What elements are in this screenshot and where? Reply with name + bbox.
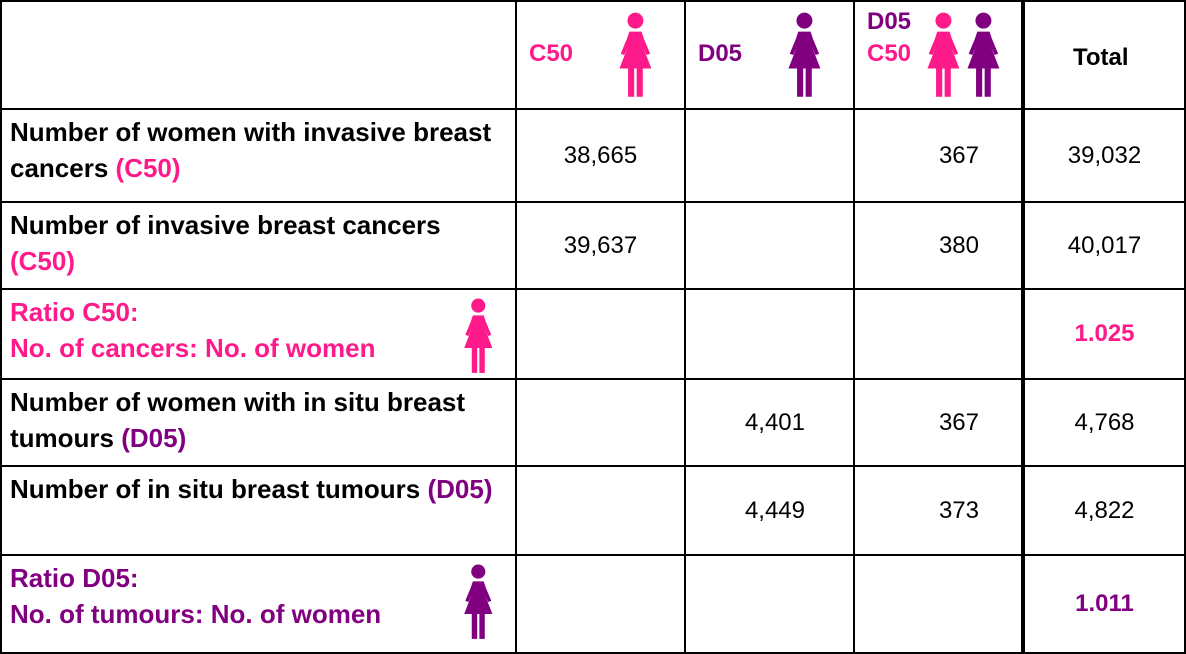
- value-cell: 367: [855, 110, 1025, 203]
- label-text: Number of women with invasive breast can…: [10, 117, 492, 183]
- value-cell: [517, 290, 686, 380]
- cell-value: 4,768: [1074, 408, 1135, 436]
- cell-value: 373: [938, 496, 979, 524]
- cell-value: 40,017: [1067, 231, 1142, 259]
- label-line: Ratio C50:: [10, 297, 139, 327]
- value-cell: 38,665: [517, 110, 686, 203]
- value-cell: 39,032: [1025, 110, 1186, 203]
- row-label-cell: Number of in situ breast tumours (D05): [0, 467, 517, 556]
- row-label: Ratio C50: No. of cancers: No. of women: [2, 290, 515, 366]
- row-label-cell: Number of women with in situ breast tumo…: [0, 380, 517, 467]
- header-cell: Total: [1025, 0, 1186, 110]
- value-cell: [686, 290, 855, 380]
- woman-icon: [965, 12, 1002, 98]
- value-cell: 373: [855, 467, 1025, 556]
- value-cell: 4,822: [1025, 467, 1186, 556]
- value-cell: 1.025: [1025, 290, 1186, 380]
- row-label: Number of in situ breast tumours (D05): [2, 467, 515, 507]
- value-cell: 4,768: [1025, 380, 1186, 467]
- label-line: Ratio D05:: [10, 563, 139, 593]
- value-cell: 40,017: [1025, 203, 1186, 290]
- header-cell: D05: [686, 0, 855, 110]
- label-text: Number of women with in situ breast tumo…: [10, 387, 466, 453]
- value-cell: [686, 556, 855, 654]
- label-code: (C50): [115, 153, 181, 183]
- cell-value: 4,822: [1074, 496, 1135, 524]
- row-label-cell: Number of invasive breast cancers (C50): [0, 203, 517, 290]
- header-label: C50: [529, 40, 574, 67]
- header-label: D05: [698, 40, 743, 67]
- cell-value: 4,449: [744, 496, 805, 524]
- cell-value: 39,032: [1067, 141, 1142, 169]
- header-label: Total: [1073, 44, 1129, 71]
- header-cell: C50: [517, 0, 686, 110]
- value-cell: 367: [855, 380, 1025, 467]
- cell-value: 39,637: [563, 231, 638, 259]
- value-cell: [686, 203, 855, 290]
- woman-icon: [462, 298, 495, 374]
- cell-value: 380: [938, 231, 979, 259]
- row-label: Ratio D05: No. of tumours: No. of women: [2, 556, 515, 632]
- cell-value: 4,401: [744, 408, 805, 436]
- value-cell: [517, 556, 686, 654]
- row-label-cell: Ratio D05: No. of tumours: No. of women: [0, 556, 517, 654]
- value-cell: [855, 556, 1025, 654]
- value-cell: 39,637: [517, 203, 686, 290]
- label-text: Number of invasive breast cancers: [10, 210, 441, 240]
- value-cell: 380: [855, 203, 1025, 290]
- header-cell: D05 C50: [855, 0, 1025, 110]
- label-line: No. of cancers: No. of women: [10, 333, 376, 363]
- value-cell: 1.011: [1025, 556, 1186, 654]
- woman-icon: [462, 564, 495, 640]
- cell-value: 1.011: [1075, 590, 1134, 617]
- woman-icon: [617, 12, 654, 98]
- cell-value: 367: [938, 141, 979, 169]
- label-line: No. of tumours: No. of women: [10, 599, 382, 629]
- cell-value: 38,665: [563, 141, 638, 169]
- row-label: Number of women with invasive breast can…: [2, 110, 515, 186]
- label-text: Number of in situ breast tumours: [10, 474, 428, 504]
- woman-icon: [786, 12, 823, 98]
- label-code: (D05): [427, 474, 493, 504]
- value-cell: [686, 110, 855, 203]
- row-label: Number of women with in situ breast tumo…: [2, 380, 515, 456]
- value-cell: [517, 380, 686, 467]
- row-label-cell: Ratio C50: No. of cancers: No. of women: [0, 290, 517, 380]
- cell-value: 1.025: [1074, 320, 1135, 347]
- value-cell: [517, 467, 686, 556]
- cell-value: 367: [938, 408, 979, 436]
- value-cell: 4,449: [686, 467, 855, 556]
- row-label-cell: Number of women with invasive breast can…: [0, 110, 517, 203]
- value-cell: 4,401: [686, 380, 855, 467]
- woman-icon: [925, 12, 962, 98]
- header-label: D05: [867, 8, 912, 35]
- label-code: (C50): [10, 246, 76, 276]
- row-label: Number of invasive breast cancers (C50): [2, 203, 515, 279]
- label-code: (D05): [121, 423, 187, 453]
- header-cell: [0, 0, 517, 110]
- header-label: C50: [867, 40, 912, 67]
- value-cell: [855, 290, 1025, 380]
